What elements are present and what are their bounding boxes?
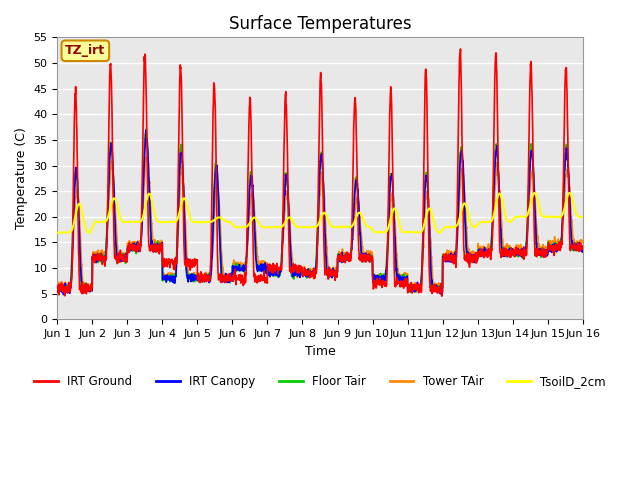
Tower TAir — [473, 254, 481, 260]
Floor Tair — [347, 254, 355, 260]
Title: Surface Temperatures: Surface Temperatures — [228, 15, 412, 33]
X-axis label: Time: Time — [305, 345, 335, 358]
Y-axis label: Temperature (C): Temperature (C) — [15, 127, 28, 229]
Floor Tair — [579, 249, 586, 255]
TsoilD_2cm — [347, 224, 355, 230]
IRT Ground — [547, 243, 555, 249]
Floor Tair — [200, 273, 208, 278]
TsoilD_2cm — [85, 230, 93, 236]
TsoilD_2cm — [547, 214, 555, 219]
IRT Canopy — [335, 255, 343, 261]
Line: Tower TAir: Tower TAir — [58, 157, 582, 292]
Tower TAir — [579, 240, 586, 245]
Floor Tair — [408, 290, 415, 296]
IRT Ground — [473, 257, 481, 263]
IRT Canopy — [547, 244, 555, 250]
Tower TAir — [412, 289, 420, 295]
IRT Canopy — [200, 278, 208, 284]
Tower TAir — [347, 251, 355, 257]
Floor Tair — [547, 241, 555, 247]
TsoilD_2cm — [532, 193, 540, 199]
IRT Canopy — [579, 245, 586, 251]
Floor Tair — [335, 256, 343, 262]
TsoilD_2cm — [566, 190, 573, 196]
IRT Canopy — [142, 127, 150, 133]
TsoilD_2cm — [200, 219, 208, 225]
Line: Floor Tair: Floor Tair — [58, 129, 582, 293]
Line: TsoilD_2cm: TsoilD_2cm — [58, 193, 582, 233]
TsoilD_2cm — [335, 224, 343, 230]
IRT Canopy — [60, 292, 67, 298]
Floor Tair — [142, 126, 150, 132]
IRT Canopy — [532, 240, 540, 246]
Floor Tair — [532, 247, 540, 252]
TsoilD_2cm — [579, 214, 586, 220]
IRT Canopy — [473, 256, 481, 262]
Floor Tair — [473, 256, 481, 262]
IRT Ground — [335, 254, 342, 260]
IRT Ground — [532, 254, 540, 260]
IRT Ground — [346, 257, 354, 263]
IRT Canopy — [347, 255, 355, 261]
Floor Tair — [54, 288, 61, 294]
Legend: IRT Ground, IRT Canopy, Floor Tair, Tower TAir, TsoilD_2cm: IRT Ground, IRT Canopy, Floor Tair, Towe… — [29, 370, 611, 393]
Tower TAir — [335, 254, 343, 260]
IRT Ground — [438, 293, 445, 299]
IRT Canopy — [54, 288, 61, 294]
Line: IRT Canopy: IRT Canopy — [58, 130, 582, 295]
IRT Ground — [54, 288, 61, 294]
Tower TAir — [54, 283, 61, 289]
Line: IRT Ground: IRT Ground — [58, 49, 582, 296]
IRT Ground — [457, 46, 465, 52]
IRT Ground — [200, 275, 208, 281]
TsoilD_2cm — [54, 229, 61, 235]
TsoilD_2cm — [473, 223, 481, 228]
IRT Ground — [579, 243, 586, 249]
Tower TAir — [532, 222, 540, 228]
Tower TAir — [143, 154, 150, 160]
Text: TZ_irt: TZ_irt — [65, 44, 106, 57]
Tower TAir — [200, 273, 208, 278]
Tower TAir — [547, 241, 555, 247]
